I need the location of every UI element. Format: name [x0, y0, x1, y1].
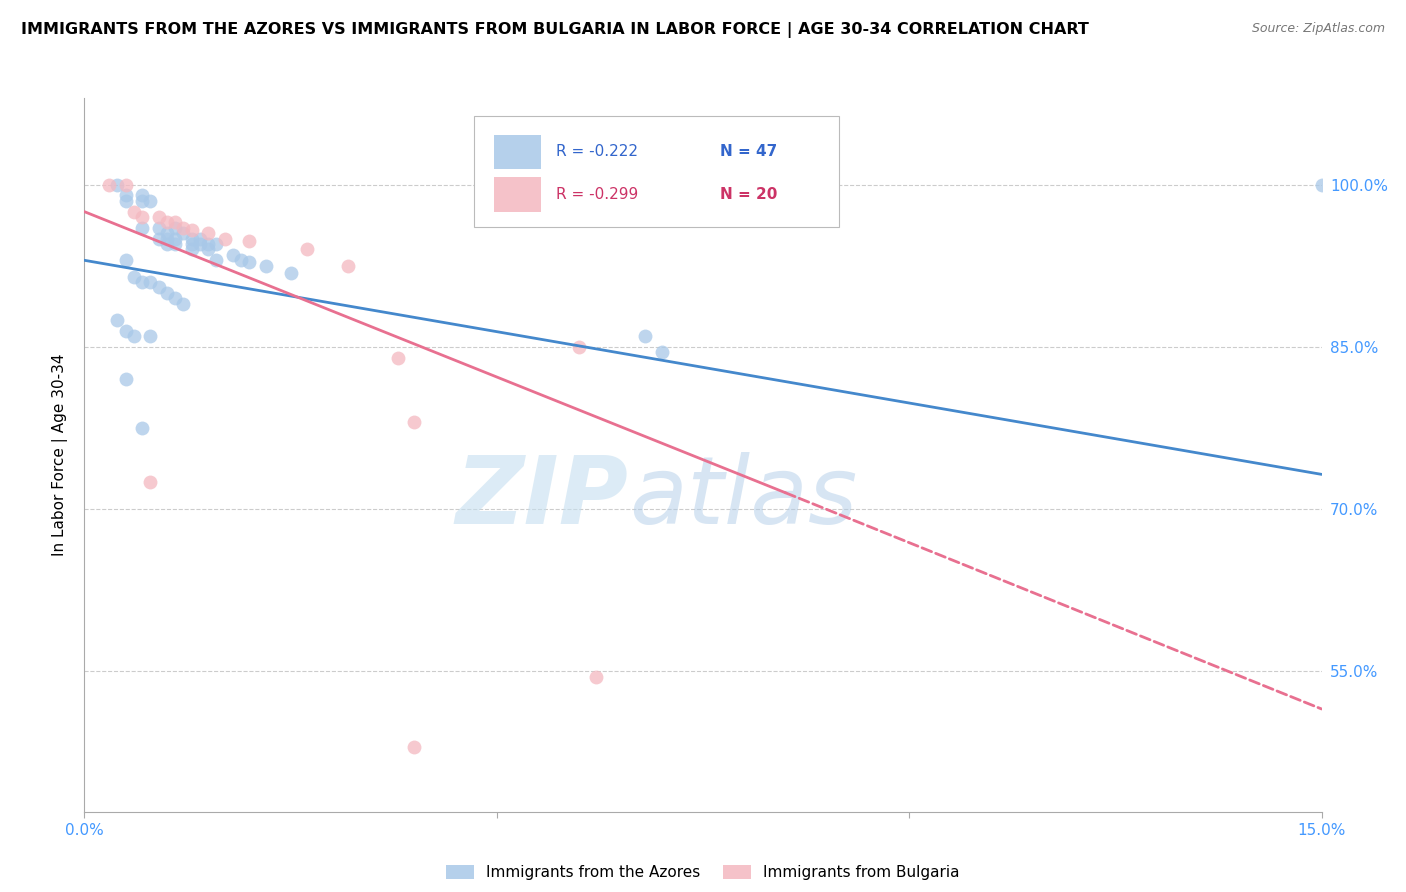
Point	[131, 188, 153, 202]
Point	[180, 223, 202, 237]
Text: atlas: atlas	[628, 452, 858, 543]
Point	[122, 329, 145, 343]
Point	[229, 253, 252, 268]
Point	[131, 220, 153, 235]
Point	[156, 227, 179, 241]
Point	[214, 232, 236, 246]
Point	[254, 259, 277, 273]
Legend: Immigrants from the Azores, Immigrants from Bulgaria: Immigrants from the Azores, Immigrants f…	[440, 859, 966, 886]
Point	[131, 275, 153, 289]
Point	[197, 227, 219, 241]
Point	[139, 475, 162, 489]
Point	[156, 215, 179, 229]
Point	[585, 669, 607, 683]
Text: N = 20: N = 20	[720, 187, 778, 202]
Point	[651, 345, 673, 359]
Point	[156, 285, 179, 300]
Point	[172, 227, 194, 241]
Point	[131, 421, 153, 435]
Point	[404, 416, 426, 430]
Point	[634, 329, 657, 343]
Point	[131, 194, 153, 208]
FancyBboxPatch shape	[474, 116, 839, 227]
Point	[238, 234, 260, 248]
Point	[148, 280, 170, 294]
Point	[188, 232, 211, 246]
Point	[156, 237, 179, 252]
Point	[122, 204, 145, 219]
Point	[280, 266, 302, 280]
Point	[122, 269, 145, 284]
Point	[105, 312, 128, 326]
Point	[139, 329, 162, 343]
FancyBboxPatch shape	[494, 135, 541, 169]
Y-axis label: In Labor Force | Age 30-34: In Labor Force | Age 30-34	[52, 353, 69, 557]
Point	[180, 243, 202, 257]
Point	[165, 232, 187, 246]
Point	[568, 340, 591, 354]
Point	[165, 220, 187, 235]
Text: ZIP: ZIP	[456, 451, 628, 544]
Point	[148, 220, 170, 235]
Point	[238, 255, 260, 269]
Point	[205, 253, 228, 268]
Point	[222, 248, 245, 262]
Point	[114, 253, 136, 268]
Point	[337, 259, 360, 273]
Point	[180, 232, 202, 246]
Text: Source: ZipAtlas.com: Source: ZipAtlas.com	[1251, 22, 1385, 36]
Point	[1310, 178, 1333, 192]
Point	[156, 232, 179, 246]
Point	[105, 178, 128, 192]
Text: R = -0.222: R = -0.222	[555, 145, 638, 159]
Point	[295, 243, 318, 257]
Point	[114, 178, 136, 192]
Point	[148, 232, 170, 246]
Point	[387, 351, 409, 365]
Point	[188, 237, 211, 252]
Text: R = -0.299: R = -0.299	[555, 187, 638, 202]
Point	[114, 188, 136, 202]
Point	[114, 324, 136, 338]
Point	[114, 372, 136, 386]
Text: N = 47: N = 47	[720, 145, 778, 159]
Point	[165, 237, 187, 252]
Point	[197, 243, 219, 257]
Point	[139, 194, 162, 208]
Point	[180, 237, 202, 252]
Point	[165, 291, 187, 305]
Point	[139, 275, 162, 289]
Point	[197, 237, 219, 252]
Point	[98, 178, 121, 192]
Text: IMMIGRANTS FROM THE AZORES VS IMMIGRANTS FROM BULGARIA IN LABOR FORCE | AGE 30-3: IMMIGRANTS FROM THE AZORES VS IMMIGRANTS…	[21, 22, 1090, 38]
Point	[404, 739, 426, 754]
Point	[131, 210, 153, 224]
Point	[148, 210, 170, 224]
Point	[114, 194, 136, 208]
Point	[172, 220, 194, 235]
FancyBboxPatch shape	[494, 178, 541, 211]
Point	[205, 237, 228, 252]
Point	[172, 296, 194, 310]
Point	[165, 215, 187, 229]
